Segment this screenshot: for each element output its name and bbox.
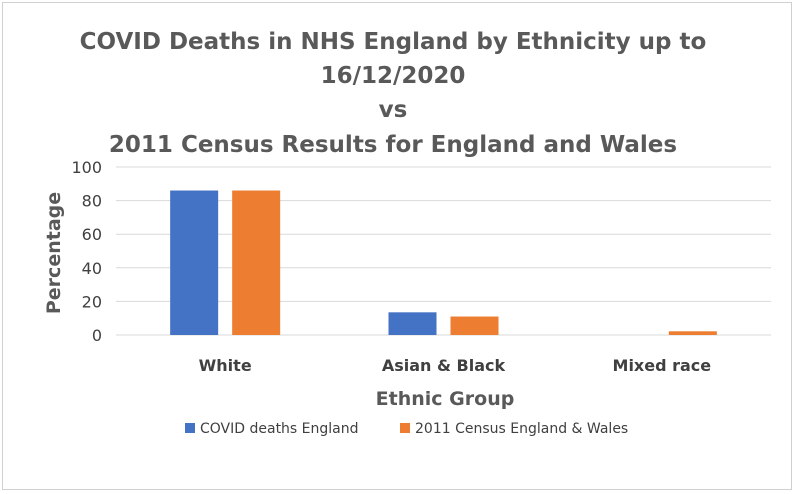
- chart-title-line: 2011 Census Results for England and Wale…: [109, 132, 677, 158]
- gridlines: [116, 166, 771, 336]
- legend-label: 2011 Census England & Wales: [415, 421, 628, 437]
- bar: [450, 316, 499, 335]
- bar: [170, 190, 219, 335]
- y-axis-ticks: 0 20 40 60 80 100: [71, 158, 102, 345]
- x-category-label: Asian & Black: [382, 356, 506, 375]
- legend-label: COVID deaths England: [200, 421, 359, 437]
- bars: [170, 190, 717, 335]
- bar: [232, 190, 281, 335]
- x-axis-categories: White Asian & Black Mixed race: [199, 356, 712, 375]
- chart-svg: COVID Deaths in NHS England by Ethnicity…: [43, 29, 771, 437]
- chart-title-line: 16/12/2020: [321, 63, 466, 89]
- y-tick-label: 100: [71, 158, 102, 177]
- bar: [388, 312, 437, 335]
- y-tick-label: 40: [82, 259, 102, 278]
- bar: [668, 331, 717, 335]
- y-tick-label: 0: [92, 326, 102, 345]
- y-axis-title: Percentage: [43, 192, 65, 314]
- x-category-label: Mixed race: [613, 356, 712, 375]
- chart-title: COVID Deaths in NHS England by Ethnicity…: [80, 29, 707, 158]
- y-tick-label: 20: [82, 292, 102, 311]
- x-axis-title: Ethnic Group: [376, 388, 515, 410]
- legend: COVID deaths England 2011 Census England …: [185, 421, 628, 437]
- legend-swatch: [400, 423, 410, 433]
- chart-title-line: vs: [379, 97, 408, 123]
- chart-title-line: COVID Deaths in NHS England by Ethnicity…: [80, 29, 707, 55]
- legend-swatch: [185, 423, 195, 433]
- y-tick-label: 60: [82, 225, 102, 244]
- y-tick-label: 80: [82, 192, 102, 211]
- x-category-label: White: [199, 356, 252, 375]
